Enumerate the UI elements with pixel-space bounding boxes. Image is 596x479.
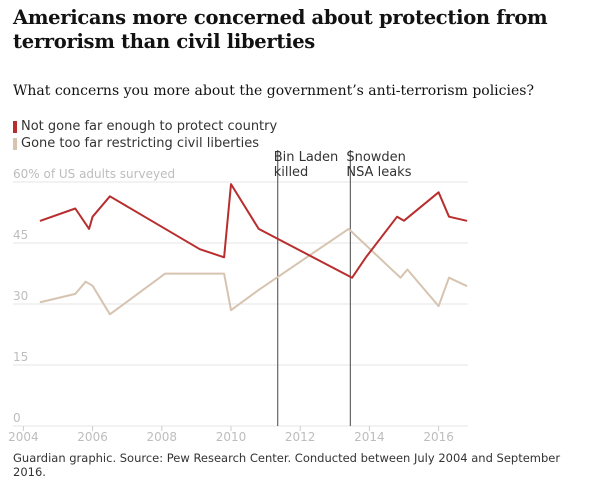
source-footer: Guardian graphic. Source: Pew Research C…: [13, 451, 561, 479]
x-tick-label: 2008: [147, 430, 178, 444]
x-tick-label: 2010: [216, 430, 247, 444]
y-tick-label: 30: [13, 289, 28, 303]
legend-label-not-far-enough: Not gone far enough to protect country: [21, 119, 278, 134]
chart-title: Americans more concerned about protectio…: [13, 6, 548, 53]
x-tick-label: 2004: [8, 430, 39, 444]
series-line-too-far: [39, 227, 468, 316]
x-tick-label: 2014: [354, 430, 385, 444]
x-tick-label: 2012: [285, 430, 316, 444]
legend: Not gone far enough to protect country G…: [13, 118, 277, 152]
legend-item-too-far: Gone too far restricting civil liberties: [13, 135, 277, 152]
y-tick-label: 0: [13, 411, 21, 425]
x-tick-label: 2016: [423, 430, 454, 444]
legend-item-not-far-enough: Not gone far enough to protect country: [13, 118, 277, 135]
x-tick-label: 2006: [77, 430, 108, 444]
legend-swatch-beige: [13, 137, 17, 150]
event-label: Snowden: [346, 150, 406, 165]
y-tick-label: 15: [13, 350, 28, 364]
series-line-not-far-enough: [39, 183, 468, 279]
legend-label-too-far: Gone too far restricting civil liberties: [21, 136, 260, 151]
event-label: Bin Laden: [274, 150, 339, 165]
y-tick-label: 45: [13, 228, 28, 242]
event-label: killed: [274, 165, 309, 180]
chart-subtitle: What concerns you more about the governm…: [13, 83, 534, 99]
legend-swatch-red: [13, 120, 17, 133]
y-axis-title: 60% of US adults surveyed: [13, 167, 175, 181]
event-label: NSA leaks: [346, 165, 411, 180]
